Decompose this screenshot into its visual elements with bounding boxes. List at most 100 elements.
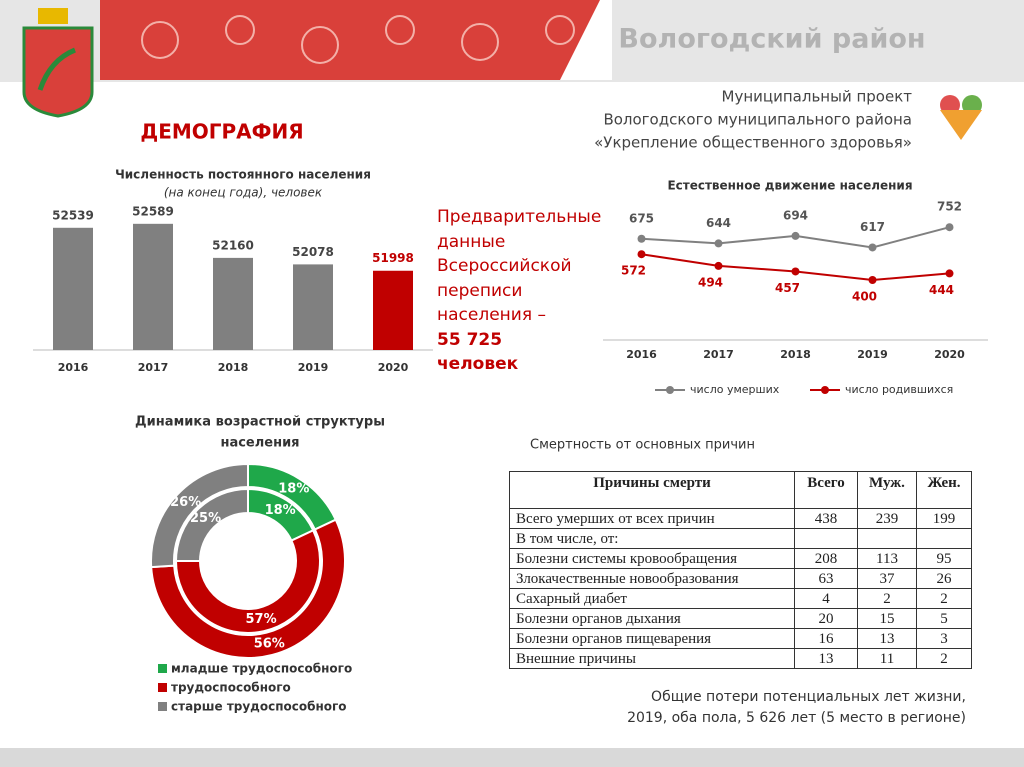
table-row: Злокачественные новообразования 63 37 26 (509, 568, 972, 589)
table-cell: 113 (857, 548, 917, 569)
value-label: 51998 (372, 251, 414, 265)
chart-title: Численность постоянного населения (115, 168, 371, 182)
header-cell: Причины смерти (509, 471, 795, 509)
value-label: 57% (246, 612, 277, 627)
x-tick-label: 2018 (780, 348, 811, 361)
value-label: 52589 (132, 204, 174, 218)
table-cell: 2 (857, 588, 917, 609)
table-cell: 20 (794, 608, 858, 629)
x-tick-label: 2016 (626, 348, 657, 361)
point (714, 239, 723, 248)
table-cell: 13 (857, 628, 917, 649)
x-tick-label: 2020 (378, 361, 409, 374)
x-tick-label: 2018 (218, 361, 249, 374)
census-text: Предварительные данные Всероссийской пер… (437, 207, 602, 325)
table-cell: 26 (916, 568, 972, 589)
table-cell: В том числе, от: (509, 528, 795, 549)
point (637, 250, 646, 259)
table-title: Смертность от основных причин (530, 438, 755, 453)
chart-title-lines: Динамика возрастной структуры населения (135, 415, 385, 451)
legend-marker (666, 386, 674, 394)
legend-marker (821, 386, 829, 394)
legend-label: старше трудоспособного (171, 700, 347, 714)
table-cell: 37 (857, 568, 917, 589)
legend-label: младше трудоспособного (171, 662, 352, 676)
footnote: 2019, оба пола, 5 626 лет (5 место в рег… (627, 710, 966, 726)
legend-swatch (158, 664, 167, 673)
footer-band (0, 748, 1024, 767)
value-label: 644 (706, 216, 731, 230)
value-label: 26% (170, 495, 201, 510)
value-label: 400 (852, 290, 877, 304)
bar (133, 223, 173, 350)
table-cell (916, 528, 972, 549)
project-line: Муниципальный проект (722, 88, 913, 106)
legend-label: трудоспособного (171, 681, 291, 695)
table-row: Болезни системы кровообращения 208 113 95 (509, 548, 972, 569)
table-cell: 239 (857, 508, 917, 529)
x-tick-label: 2016 (58, 361, 89, 374)
value-label: 25% (190, 511, 221, 526)
table-row: В том числе, от: (509, 528, 972, 549)
table-cell: Всего умерших от всех причин (509, 508, 795, 529)
table-cell: 2 (916, 648, 972, 669)
table-cell: 4 (794, 588, 858, 609)
value-label: 457 (775, 281, 800, 295)
x-tick-label: 2020 (934, 348, 965, 361)
table-cell: Болезни органов дыхания (509, 608, 795, 629)
header-cell: Муж. (857, 471, 917, 509)
heart-logo (940, 95, 982, 140)
donut-segment (150, 518, 346, 659)
table-cell: Внешние причины (509, 648, 795, 669)
section-title: ДЕМОГРАФИЯ (140, 120, 303, 144)
header-row: Причины смерти Всего Муж. Жен. (509, 471, 972, 509)
table-cell: 208 (794, 548, 858, 569)
mortality-table: Причины смерти Всего Муж. Жен. Всего умерших… (509, 471, 972, 669)
census-figure: 55 725 человек (437, 329, 519, 375)
table-cell: Сахарный диабет (509, 588, 795, 609)
table-cell: 2 (916, 588, 972, 609)
donut-segment (174, 487, 249, 562)
bar (213, 257, 253, 350)
table-cell (794, 528, 858, 549)
point (791, 267, 800, 276)
point (868, 243, 877, 252)
legend-label: число родившихся (845, 383, 953, 396)
table-cell: 3 (916, 628, 972, 649)
value-label: 494 (698, 275, 723, 289)
value-label: 694 (783, 208, 808, 222)
value-label: 444 (929, 283, 954, 297)
donut-segment (174, 529, 321, 634)
value-label: 675 (629, 211, 654, 225)
ornament (141, 15, 575, 64)
chart-subtitle: (на конец года), человек (164, 186, 323, 200)
bar (373, 270, 413, 350)
value-label: 752 (937, 200, 962, 214)
table-row: Болезни органов пищеварения 16 13 3 (509, 628, 972, 649)
table-row: Всего умерших от всех причин 438 239 199 (509, 508, 972, 529)
census-note: Предварительные данные Всероссийской пер… (437, 205, 601, 377)
table-cell: Злокачественные новообразования (509, 568, 795, 589)
x-tick-label: 2017 (703, 348, 734, 361)
table-cell: 15 (857, 608, 917, 629)
region-title: Вологодский район (618, 24, 925, 55)
chart-title: населения (220, 436, 299, 451)
table-cell: 63 (794, 568, 858, 589)
table-cell: 199 (916, 508, 972, 529)
table-cell: 438 (794, 508, 858, 529)
bar (53, 227, 93, 350)
table-row: Болезни органов дыхания 20 15 5 (509, 608, 972, 629)
table-cell: 13 (794, 648, 858, 669)
x-tick-label: 2019 (298, 361, 329, 374)
project-line: «Укрепление общественного здоровья» (594, 134, 912, 152)
table-cell: 16 (794, 628, 858, 649)
value-label: 617 (860, 220, 885, 234)
point (714, 261, 723, 270)
value-label: 52160 (212, 238, 254, 252)
chart-title: Естественное движение населения (667, 179, 912, 193)
table-row: Сахарный диабет 4 2 2 (509, 588, 972, 609)
point (791, 231, 800, 240)
series-line (641, 253, 950, 282)
